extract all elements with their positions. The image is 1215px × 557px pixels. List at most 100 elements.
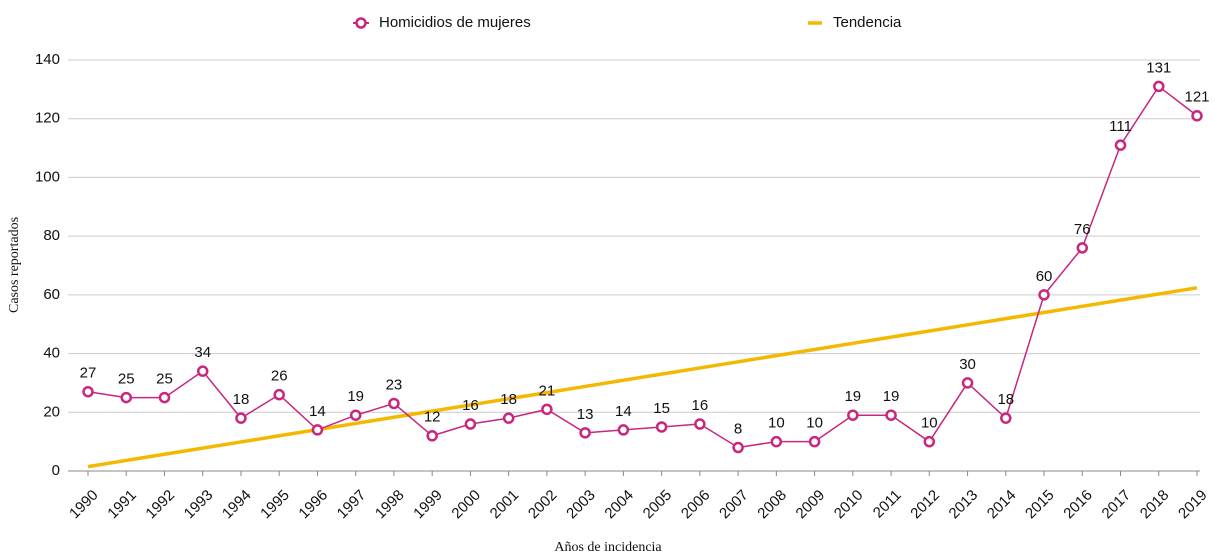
x-tick-label: 2017 [1099, 487, 1135, 523]
point [464, 418, 477, 430]
x-tick-label: 1994 [219, 487, 255, 523]
point [349, 409, 362, 421]
x-tick-label: 2000 [448, 487, 484, 523]
data-label: 21 [539, 382, 556, 399]
x-tick-label: 2004 [601, 487, 637, 523]
data-label: 26 [271, 368, 288, 385]
data-label: 23 [386, 376, 403, 393]
point [579, 427, 591, 439]
data-label: 8 [734, 420, 742, 437]
data-label: 76 [1074, 221, 1091, 238]
data-label: 15 [653, 400, 670, 417]
x-tick-label: 2014 [984, 487, 1020, 523]
legend-label: Tendencia [833, 14, 902, 31]
y-tick-label: 60 [43, 286, 60, 303]
legend-label: Homicidios de mujeres [379, 14, 531, 31]
y-tick-label: 80 [43, 227, 60, 244]
y-tick-label: 20 [43, 403, 60, 420]
point [694, 418, 706, 430]
x-tick-label: 2003 [563, 487, 599, 523]
y-tick-label: 40 [43, 345, 60, 362]
x-tick-label: 2012 [907, 487, 943, 523]
x-tick-label: 2013 [946, 487, 982, 523]
point [847, 409, 859, 421]
data-label: 18 [500, 391, 517, 408]
point [961, 377, 974, 389]
data-label: 18 [233, 391, 250, 408]
point [1076, 242, 1089, 254]
data-label: 25 [118, 371, 135, 388]
point [1114, 139, 1127, 151]
data-label: 10 [768, 415, 785, 432]
x-tick-label: 1997 [334, 487, 370, 523]
point [617, 424, 630, 436]
point [1000, 412, 1012, 424]
x-tick-label: 2008 [754, 487, 790, 523]
data-label: 30 [959, 356, 976, 373]
point [502, 412, 515, 424]
data-label: 19 [347, 388, 364, 405]
data-label: 18 [997, 391, 1014, 408]
x-tick-label: 1990 [66, 487, 102, 523]
x-tick-label: 1996 [295, 487, 331, 523]
y-tick-label: 140 [35, 51, 60, 68]
y-tick-label: 120 [35, 110, 60, 127]
series-line [87, 85, 1198, 449]
point [770, 435, 783, 448]
data-label: 16 [462, 397, 479, 414]
point [1038, 289, 1050, 301]
y-tick-label: 0 [52, 462, 60, 479]
data-label: 60 [1036, 268, 1053, 285]
point [158, 391, 171, 404]
x-tick-label: 2002 [525, 487, 561, 523]
data-label: 13 [577, 406, 594, 423]
x-tick-label: 2007 [716, 487, 752, 523]
x-tick-label: 1992 [142, 487, 178, 523]
data-label: 25 [156, 371, 173, 388]
series-line [87, 286, 1198, 469]
point [808, 435, 821, 448]
point [541, 403, 553, 416]
data-label: 27 [80, 365, 97, 382]
x-tick-label: 1999 [410, 487, 446, 523]
x-tick-label: 2010 [831, 487, 867, 523]
x-tick-label: 2015 [1022, 487, 1058, 523]
data-label: 19 [883, 388, 900, 405]
point [388, 397, 400, 410]
data-label: 131 [1146, 59, 1171, 76]
data-label: 16 [692, 397, 709, 414]
x-tick-label: 2018 [1137, 487, 1173, 523]
x-tick-label: 1993 [181, 487, 217, 523]
x-tick-label: 2016 [1060, 487, 1096, 523]
point [311, 424, 324, 436]
data-label: 10 [806, 415, 823, 432]
x-tick-label: 2006 [678, 487, 714, 523]
x-tick-label: 1995 [257, 487, 293, 523]
x-tick-label: 2009 [793, 487, 829, 523]
point [1153, 80, 1165, 93]
point [732, 441, 744, 454]
data-label: 14 [309, 403, 326, 420]
point [885, 409, 897, 421]
x-tick-label: 2019 [1175, 487, 1211, 523]
point [273, 388, 285, 401]
point [120, 391, 132, 404]
point [923, 435, 936, 448]
data-label: 19 [844, 388, 861, 405]
point [1191, 110, 1203, 122]
x-tick-label: 2011 [870, 487, 905, 522]
y-tick-label: 100 [35, 168, 60, 185]
x-tick-label: 2005 [640, 487, 676, 523]
data-label: 10 [921, 415, 938, 432]
x-axis-label: Años de incidencia [554, 540, 662, 555]
x-tick-label: 2001 [487, 487, 523, 523]
point [196, 365, 209, 377]
x-tick-label: 1991 [104, 487, 140, 523]
point [655, 421, 668, 433]
point [426, 430, 438, 442]
y-axis-label: Casos reportados [7, 217, 22, 313]
legend-swatch [355, 17, 367, 29]
point [235, 412, 247, 424]
data-label: 34 [194, 344, 211, 361]
